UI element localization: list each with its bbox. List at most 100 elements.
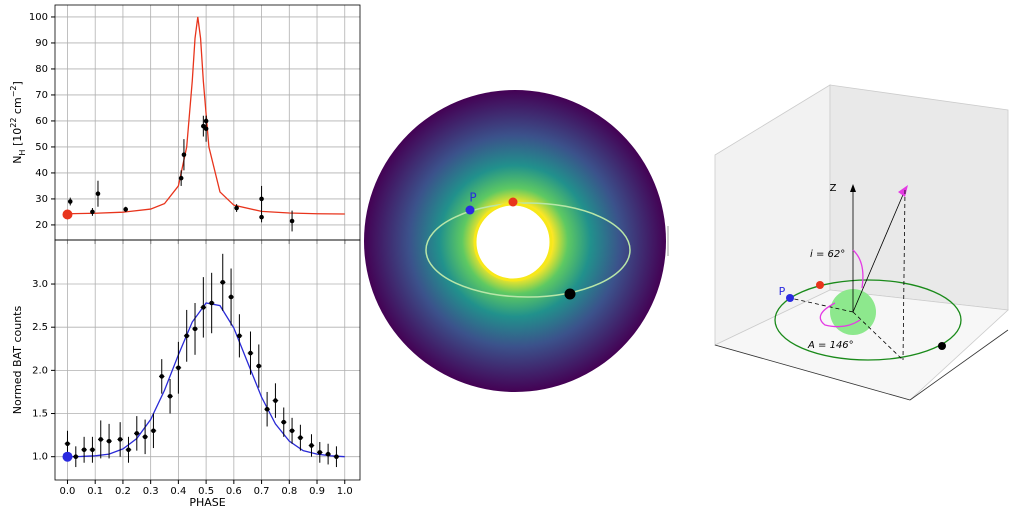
data-point: [264, 406, 270, 412]
y-axis-label: Normed BAT counts: [11, 306, 24, 415]
p-label: P: [469, 191, 476, 205]
data-point: [81, 447, 87, 453]
y-tick-label: 100: [29, 12, 48, 23]
projection: [852, 311, 904, 361]
data-point: [259, 214, 264, 220]
x-tick-label: 0.1: [87, 486, 103, 497]
data-point: [67, 199, 73, 204]
y-tick-label: 1.0: [32, 452, 48, 463]
x-tick-label: 0.8: [281, 486, 297, 497]
y-tick-label: 60: [35, 116, 48, 127]
y-axis-label-part: [10: [11, 128, 24, 150]
data-point: [167, 393, 173, 399]
data-point: [142, 434, 148, 440]
data-point: [248, 350, 253, 356]
data-point: [289, 218, 295, 224]
data-point: [151, 428, 156, 434]
data-point: [159, 374, 165, 379]
azimuth-label: A = 146°: [807, 340, 854, 351]
y-tick-label: 40: [35, 168, 48, 179]
periastron-dot: [786, 294, 794, 302]
data-point: [126, 447, 131, 453]
y-tick-label: 20: [35, 220, 48, 231]
y-tick-label: 2.5: [32, 322, 48, 333]
data-point: [178, 175, 184, 181]
phase-marker: [62, 209, 73, 220]
data-point: [317, 450, 323, 455]
axis-y: [909, 329, 1009, 401]
pulsar-dot: [564, 288, 576, 300]
spin-axis: [852, 189, 906, 313]
data-point: [176, 365, 181, 371]
data-point: [273, 398, 278, 403]
y-axis-label: NH [1022 cm−2]: [9, 81, 27, 164]
back-right-pane: [829, 84, 1009, 311]
orbit: [425, 202, 631, 298]
inclination-label: i = 62°: [810, 249, 845, 260]
data-point: [192, 326, 198, 332]
data-point: [90, 209, 95, 215]
x-tick-label: 0.6: [226, 486, 242, 497]
data-point: [90, 447, 95, 453]
periastron-dot: [465, 205, 475, 215]
data-point: [98, 437, 104, 442]
phase0-dot: [508, 197, 518, 207]
y-axis-label-part: N: [11, 156, 24, 164]
y-axis-label-part: 22: [9, 118, 18, 128]
pulsar-dot: [938, 342, 946, 350]
data-point: [123, 207, 129, 212]
y-axis-label-part: ]: [11, 81, 24, 85]
x-tick-label: 0.3: [143, 486, 159, 497]
x-tick-label: 0.4: [170, 486, 186, 497]
projection: [789, 297, 854, 313]
data-point: [237, 333, 242, 339]
y-axis-label-part: −2: [9, 86, 18, 98]
data-point: [184, 333, 190, 339]
p-label: P: [779, 285, 786, 298]
data-point: [309, 443, 314, 448]
data-point: [298, 435, 303, 440]
data-point: [228, 294, 234, 300]
data-point: [203, 118, 209, 124]
projection: [902, 189, 906, 361]
orbit-view: P: [364, 90, 669, 392]
axis-x: [714, 344, 911, 401]
inclination-arc: [852, 249, 864, 289]
orbit: [774, 279, 962, 361]
data-point: [289, 428, 295, 434]
x-tick-label: 0.0: [60, 486, 76, 497]
y-tick-label: 3.0: [32, 279, 48, 290]
data-point: [181, 152, 187, 158]
z-arrow: [850, 184, 856, 192]
y-tick-label: 2.0: [32, 365, 48, 376]
plot-frame: [54, 239, 361, 481]
x-tick-label: 0.2: [115, 486, 131, 497]
x-tick-label: 0.9: [309, 486, 325, 497]
phase-marker: [62, 451, 73, 462]
y-tick-label: 30: [35, 194, 48, 205]
y-tick-label: 1.5: [32, 409, 48, 420]
azimuth-arc: [819, 302, 861, 328]
star: [473, 202, 553, 282]
y-tick-label: 50: [35, 142, 48, 153]
data-point: [325, 451, 331, 457]
geometry-3d: Z i = 62° P A = 146°: [713, 84, 1009, 401]
data-point: [259, 196, 264, 202]
data-point: [334, 454, 339, 459]
data-point: [256, 363, 262, 369]
phase0-dot: [816, 281, 824, 289]
y-tick-label: 90: [35, 38, 48, 49]
model-line: [67, 302, 345, 458]
z-label: Z: [830, 183, 837, 194]
data-point: [234, 205, 239, 211]
y-axis-label-part: H: [18, 150, 27, 156]
x-tick-label: 1.0: [337, 486, 353, 497]
data-point: [209, 300, 214, 306]
data-point: [106, 438, 112, 444]
data-point: [281, 419, 287, 425]
data-point: [203, 126, 209, 132]
x-axis-label: PHASE: [189, 496, 225, 509]
x-tick-label: 0.5: [198, 486, 214, 497]
data-point: [220, 280, 226, 285]
